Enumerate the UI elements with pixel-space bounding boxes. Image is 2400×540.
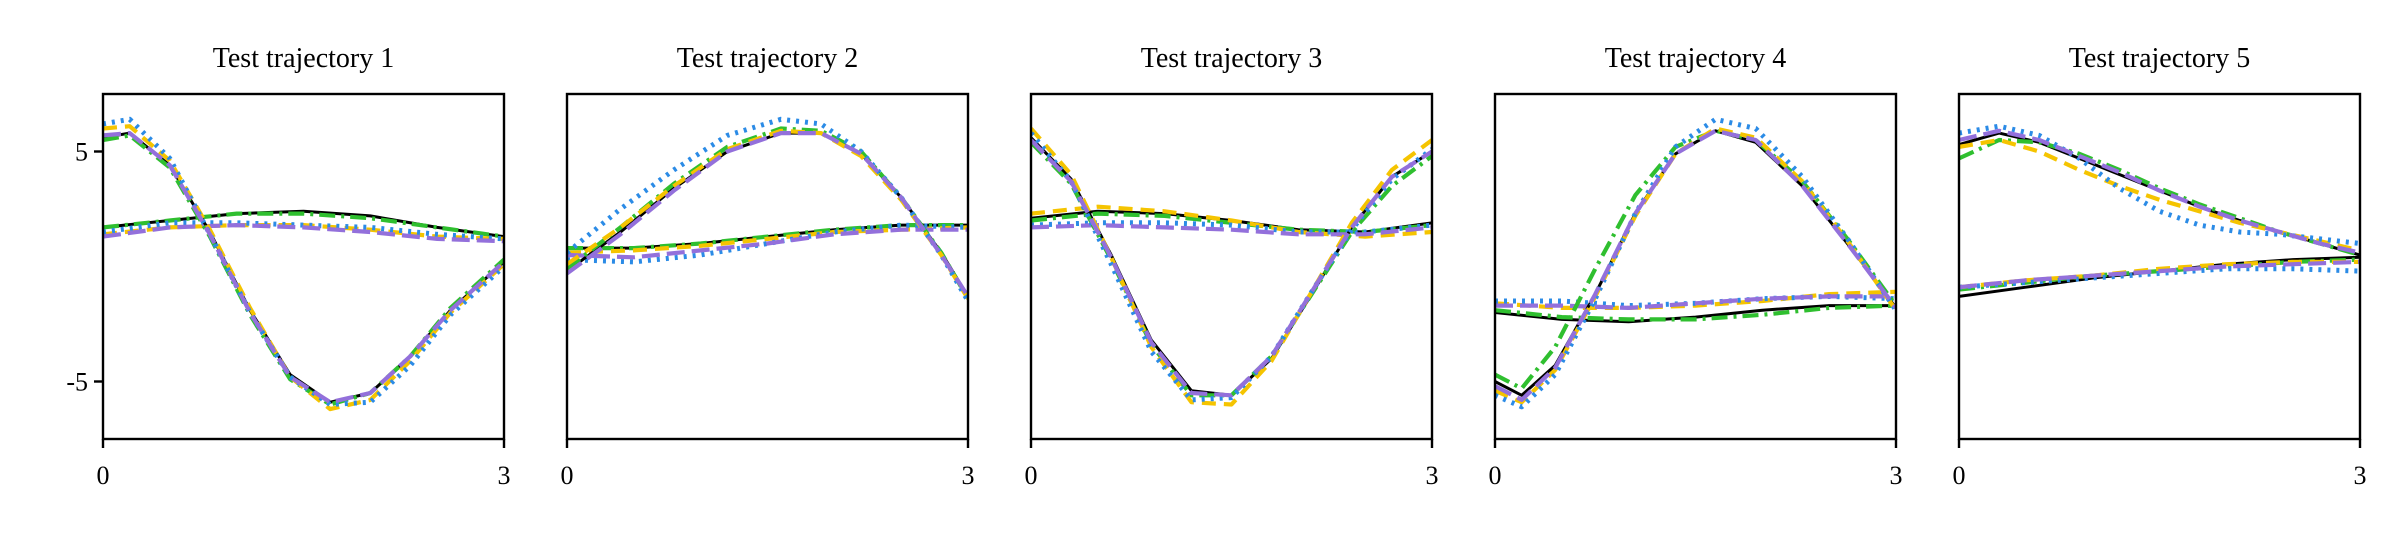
subplot-5: Test trajectory 5 0 3: [1953, 43, 2367, 490]
series-line-purple: [1495, 128, 1896, 402]
series-line-purple: [103, 223, 504, 244]
series-line-true: [1031, 136, 1432, 397]
series-line-yellow: [1959, 137, 2360, 253]
subplot-3: Test trajectory 3 0 3: [1025, 43, 1439, 490]
plot-area: [567, 116, 968, 303]
plot-area: [1031, 127, 1432, 407]
x-tick-label: 3: [2354, 461, 2367, 490]
series-line-green: [1495, 128, 1896, 391]
series-line-true: [1495, 129, 1896, 397]
series-line-purple: [1031, 138, 1432, 398]
series-line-green: [103, 211, 504, 239]
x-tick-label: 0: [1953, 461, 1966, 490]
x-tick-label: 3: [498, 461, 511, 490]
series-line-blue: [103, 220, 504, 242]
axes-frame: [101, 92, 506, 441]
plot-area: [103, 116, 504, 412]
series-line-blue: [1959, 123, 2360, 246]
series-line-true: [1495, 304, 1896, 324]
series-line-yellow: [1495, 126, 1896, 405]
series-line-true: [567, 131, 968, 298]
series-line-yellow: [1031, 204, 1432, 239]
subplot-title: Test trajectory 2: [677, 43, 859, 74]
series-line-purple: [567, 227, 968, 260]
x-tick-label: 3: [1890, 461, 1903, 490]
series-line-true: [103, 131, 504, 404]
series-line-purple: [1495, 294, 1896, 310]
series-line-blue: [1031, 220, 1432, 235]
x-tick-label: 0: [97, 461, 110, 490]
series-line-blue: [103, 116, 504, 407]
plot-area: [1495, 116, 1896, 410]
x-tick-label: 3: [962, 461, 975, 490]
series-line-purple: [1959, 259, 2360, 290]
y-tick-label: -5: [66, 368, 88, 397]
series-line-green: [1031, 140, 1432, 398]
series-line-purple: [103, 131, 504, 405]
subplot-4: Test trajectory 4 0 3: [1489, 43, 1903, 490]
x-tick-label: 3: [1426, 461, 1439, 490]
series-line-yellow: [103, 124, 504, 412]
subplot-title: Test trajectory 3: [1141, 43, 1323, 74]
plot-area: [1959, 123, 2360, 298]
subplot-2: Test trajectory 2 0 3: [561, 43, 975, 490]
series-line-yellow: [1031, 127, 1432, 407]
series-line-green: [103, 133, 504, 407]
series-line-green: [567, 126, 968, 300]
series-line-purple: [1959, 128, 2360, 255]
series-line-blue: [1959, 266, 2360, 290]
axes-frame: [565, 92, 970, 441]
series-line-green: [1495, 303, 1896, 322]
series-line-purple: [567, 131, 968, 298]
axes-frame: [1493, 92, 1898, 441]
subplot-1: Test trajectory 1 0 3 5 -5: [66, 43, 510, 490]
x-tick-label: 0: [1025, 461, 1038, 490]
series-line-green: [567, 223, 968, 251]
series-line-yellow: [567, 128, 968, 300]
subplot-title: Test trajectory 4: [1605, 43, 1787, 74]
subplot-title: Test trajectory 5: [2069, 43, 2251, 74]
series-line-blue: [1495, 116, 1896, 410]
series-line-blue: [1031, 131, 1432, 403]
axes-frame: [1029, 92, 1434, 441]
x-tick-label: 0: [1489, 461, 1502, 490]
subplot-title: Test trajectory 1: [213, 43, 395, 74]
axes-frame: [1957, 92, 2362, 441]
y-tick-label: 5: [75, 138, 88, 167]
x-tick-label: 0: [561, 461, 574, 490]
